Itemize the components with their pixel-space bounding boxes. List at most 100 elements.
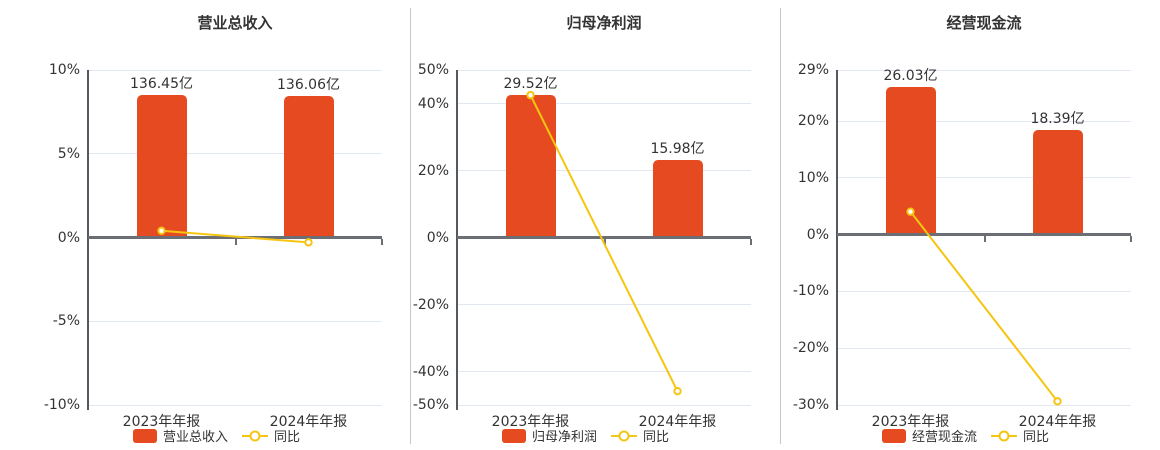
legend-item-bar-series[interactable]: 经营现金流 bbox=[882, 426, 977, 445]
legend-item-yoy-series[interactable]: 同比 bbox=[242, 426, 300, 445]
y-axis-tick-label: 10% bbox=[797, 169, 829, 186]
x-axis-tick bbox=[604, 238, 606, 245]
legend-item-bar-series[interactable]: 营业总收入 bbox=[133, 426, 228, 445]
x-axis-label-2023: 2023年年报 bbox=[871, 414, 950, 430]
yoy-marker-2024[interactable] bbox=[304, 238, 313, 247]
y-axis-tick-label: -10% bbox=[792, 283, 829, 300]
y-axis-tick-label: -20% bbox=[412, 296, 449, 313]
bar-2023-annual[interactable] bbox=[136, 95, 187, 236]
y-axis-tick-label: 10% bbox=[48, 62, 80, 78]
yoy-line bbox=[161, 229, 309, 244]
legend-bar-series-label: 营业总收入 bbox=[163, 430, 229, 445]
legend-yoy-label: 同比 bbox=[274, 430, 301, 445]
y-axis-tick-label: 0% bbox=[57, 229, 80, 246]
plot-area: 50% 40% 20% 0% -20% -40% -50% 29.52亿 15.98亿 2023年… bbox=[413, 62, 752, 430]
legend-line-circle-icon bbox=[242, 429, 269, 443]
legend-line-circle-icon bbox=[611, 429, 638, 443]
legend-item-yoy-series[interactable]: 同比 bbox=[991, 426, 1049, 445]
yoy-marker-2024[interactable] bbox=[1053, 397, 1062, 406]
y-axis-tick-label: 40% bbox=[417, 95, 449, 112]
chart-title: 归母净利润 bbox=[566, 14, 642, 32]
x-axis-label-2023: 2023年年报 bbox=[122, 414, 201, 430]
y-axis-tick-label: 0% bbox=[806, 226, 829, 243]
y-axis-tick-label: 20% bbox=[797, 113, 829, 130]
y-gridline bbox=[837, 290, 1131, 292]
yoy-line bbox=[529, 94, 679, 392]
y-gridline bbox=[837, 404, 1131, 406]
bar-2024-annual[interactable] bbox=[1032, 130, 1083, 234]
y-gridline bbox=[457, 170, 751, 171]
bar-2024-annual[interactable] bbox=[283, 95, 334, 236]
bar-value-label: 136.06亿 bbox=[277, 76, 340, 93]
panel-total-operating-revenue: 营业总收入 10% 5% 0% -5% -10% 136.45亿 136.06亿 2023年年报… bbox=[0, 0, 411, 450]
x-axis-tick bbox=[381, 238, 383, 245]
y-axis-line bbox=[836, 70, 838, 410]
yoy-line-series bbox=[526, 90, 682, 396]
yoy-marker-2023[interactable] bbox=[157, 226, 166, 236]
legend-bar-series-label: 归母净利润 bbox=[532, 430, 598, 445]
bar-value-label: 15.98亿 bbox=[650, 141, 705, 158]
legend-item-bar-series[interactable]: 归母净利润 bbox=[502, 426, 597, 445]
yoy-line-series bbox=[906, 207, 1062, 406]
y-gridline bbox=[457, 404, 751, 406]
legend-item-yoy-series[interactable]: 同比 bbox=[611, 426, 669, 445]
legend-line-circle-icon bbox=[991, 429, 1018, 443]
x-axis-label-2023: 2023年年报 bbox=[491, 414, 570, 430]
legend-bar-swatch-icon bbox=[502, 428, 526, 443]
y-axis-tick-label: 50% bbox=[417, 62, 449, 78]
x-axis-tick bbox=[750, 238, 752, 245]
y-gridline bbox=[457, 69, 751, 71]
legend: 营业总收入 同比 bbox=[133, 426, 300, 445]
yoy-marker-2024[interactable] bbox=[673, 386, 682, 396]
yoy-line-series bbox=[157, 226, 313, 247]
y-gridline bbox=[457, 371, 751, 372]
legend-yoy-label: 同比 bbox=[1023, 430, 1050, 445]
y-axis-tick-label: 0% bbox=[426, 229, 449, 246]
yoy-marker-2023[interactable] bbox=[906, 207, 915, 216]
y-axis-tick-label: -40% bbox=[412, 363, 449, 380]
y-axis-tick-label: -5% bbox=[52, 313, 80, 330]
y-gridline bbox=[837, 120, 1131, 122]
legend: 归母净利润 同比 bbox=[502, 426, 669, 445]
y-gridline bbox=[837, 177, 1131, 179]
y-gridline bbox=[88, 69, 382, 71]
x-axis-tick bbox=[1130, 235, 1132, 242]
bar-value-label: 136.45亿 bbox=[130, 76, 193, 93]
y-gridline bbox=[837, 69, 1131, 71]
yoy-line bbox=[909, 211, 1059, 402]
y-axis-tick-label: -10% bbox=[43, 397, 80, 413]
y-axis-line bbox=[87, 70, 89, 410]
y-axis-line bbox=[456, 70, 458, 410]
panel-net-profit: 归母净利润 50% 40% 20% 0% -20% -40% -50% 29.52亿 15.98亿… bbox=[411, 0, 781, 450]
y-gridline bbox=[88, 153, 382, 155]
legend: 经营现金流 同比 bbox=[882, 426, 1049, 445]
legend-bar-series-label: 经营现金流 bbox=[912, 430, 978, 445]
x-axis-tick bbox=[984, 235, 986, 242]
bar-2024-annual[interactable] bbox=[652, 160, 703, 236]
bar-value-label: 26.03亿 bbox=[883, 67, 938, 84]
yoy-marker-2023[interactable] bbox=[526, 90, 535, 100]
legend-bar-swatch-icon bbox=[133, 428, 157, 443]
y-axis-tick-label: -50% bbox=[412, 397, 449, 413]
x-axis-label-2024: 2024年年报 bbox=[1018, 414, 1097, 430]
y-axis-tick-label: -20% bbox=[792, 340, 829, 357]
x-axis-label-2024: 2024年年报 bbox=[638, 414, 717, 430]
y-gridline bbox=[457, 103, 751, 104]
legend-bar-swatch-icon bbox=[882, 428, 906, 443]
panel-divider-left bbox=[410, 8, 411, 444]
y-gridline bbox=[88, 404, 382, 406]
zero-axis-line bbox=[457, 236, 751, 239]
y-gridline bbox=[88, 320, 382, 322]
x-axis-tick bbox=[235, 238, 237, 245]
y-axis-tick-label: 5% bbox=[57, 145, 80, 162]
y-axis-tick-label: 20% bbox=[417, 162, 449, 179]
bar-2023-annual[interactable] bbox=[505, 95, 556, 236]
zero-axis-line bbox=[837, 233, 1131, 237]
y-gridline bbox=[457, 304, 751, 305]
y-axis-tick-label: 29% bbox=[797, 62, 829, 78]
y-axis-tick-label: -30% bbox=[792, 397, 829, 413]
plot-area: 10% 5% 0% -5% -10% 136.45亿 136.06亿 2023年年报 2024年… bbox=[44, 62, 383, 430]
y-gridline bbox=[837, 347, 1131, 349]
bar-value-label: 18.39亿 bbox=[1030, 111, 1085, 128]
